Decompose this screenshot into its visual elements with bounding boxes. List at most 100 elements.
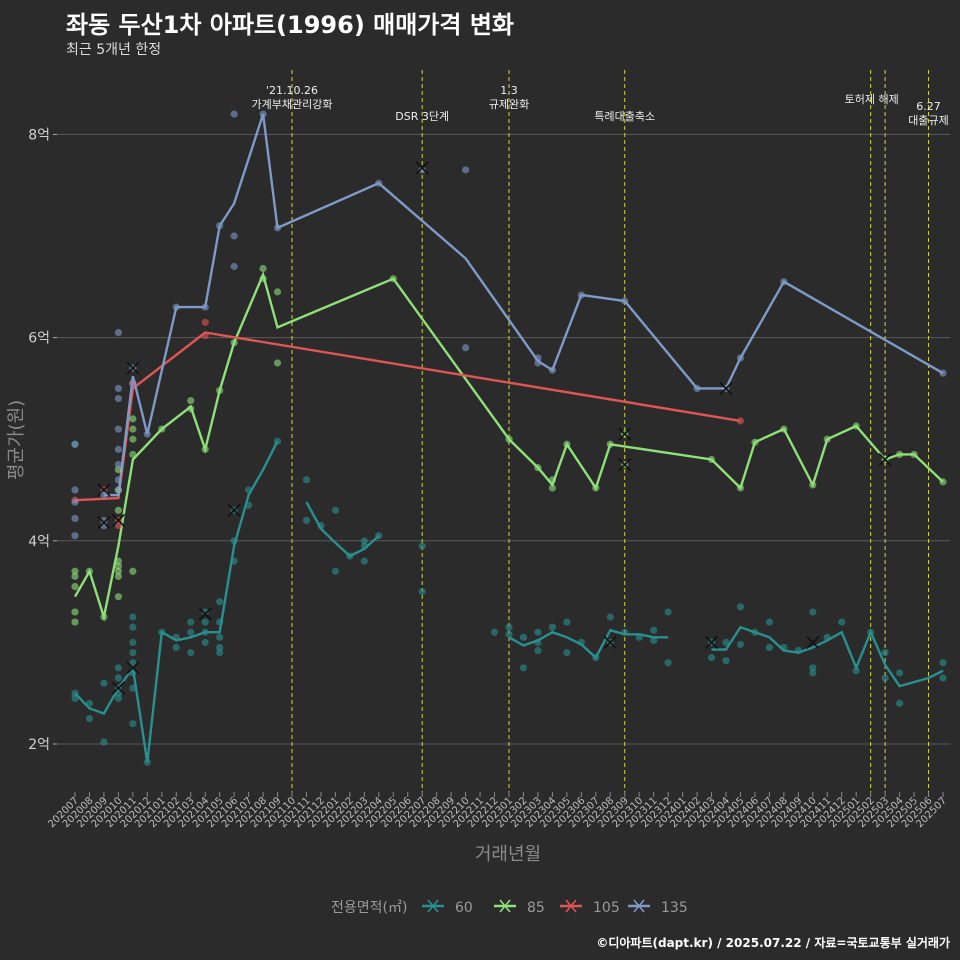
event-label: 토허제 해제 (845, 92, 899, 106)
marked-point-85 (618, 427, 632, 441)
data-point-60 (302, 516, 311, 525)
data-point-60 (187, 618, 195, 626)
data-point-60 (563, 648, 571, 657)
data-point-60 (896, 699, 904, 707)
legend-marker-105 (565, 899, 577, 913)
data-point-60 (418, 542, 426, 550)
data-point-85 (158, 425, 166, 433)
data-point-60 (100, 679, 108, 687)
data-point-60 (129, 648, 137, 657)
data-point-85 (606, 440, 614, 448)
data-point-60 (707, 654, 716, 662)
data-point-60 (534, 646, 542, 655)
data-point-135 (71, 486, 79, 494)
data-point-60 (621, 628, 629, 636)
data-point-60 (129, 638, 137, 647)
data-point-85 (114, 466, 122, 474)
y-axis-label: 평균가(원) (6, 400, 27, 480)
data-point-60 (809, 669, 817, 677)
data-point-60 (331, 567, 339, 575)
data-point-135 (780, 278, 788, 286)
data-point-60 (201, 638, 209, 647)
event-label: 6.27 (916, 100, 941, 113)
data-point-60 (85, 715, 94, 723)
data-point-60 (317, 521, 325, 530)
series-line-85 (73, 270, 944, 622)
data-point-135 (114, 328, 122, 337)
data-point-60 (360, 542, 368, 550)
series-points (71, 110, 947, 766)
data-point-85 (114, 506, 122, 514)
data-point-60 (375, 532, 383, 540)
data-point-60 (939, 659, 947, 667)
data-point-60 (722, 638, 730, 647)
data-point-60 (216, 618, 224, 626)
data-point-105 (114, 521, 122, 530)
legend-label-105: 105 (593, 900, 620, 916)
event-label: 특례대출축소 (594, 110, 655, 123)
data-point-60 (650, 636, 658, 644)
data-point-85 (114, 562, 122, 570)
data-point-135 (259, 110, 267, 118)
data-point-60 (823, 633, 831, 641)
marked-point-60 (704, 635, 719, 649)
marked-point-135 (719, 381, 733, 395)
data-point-60 (852, 667, 860, 675)
marked-point-60 (227, 503, 241, 517)
data-point-60 (939, 674, 947, 682)
data-point-60 (129, 720, 137, 728)
data-point-135 (230, 110, 238, 118)
data-point-60 (158, 628, 166, 636)
marked-point-60 (806, 635, 820, 649)
data-point-85 (736, 484, 745, 492)
data-point-85 (910, 450, 918, 459)
data-point-60 (331, 506, 339, 514)
data-point-60 (114, 664, 122, 672)
data-point-60 (780, 643, 788, 652)
data-point-60 (187, 628, 195, 636)
data-point-135 (534, 359, 542, 367)
data-point-135 (216, 222, 224, 230)
data-point-85 (273, 288, 282, 296)
data-point-85 (114, 557, 122, 565)
data-point-60 (736, 640, 745, 649)
data-point-85 (273, 359, 282, 367)
data-point-60 (765, 643, 774, 652)
data-point-60 (71, 689, 79, 697)
data-point-60 (606, 613, 614, 621)
legend-marker-135 (633, 899, 645, 913)
data-point-85 (216, 386, 224, 395)
data-point-60 (418, 588, 426, 596)
data-point-85 (114, 567, 122, 575)
y-tick-label: 4억 (28, 534, 50, 550)
series-line-60 (711, 625, 944, 688)
chart-title: 좌동 두산1차 아파트(1996) 매매가격 변화 (66, 11, 514, 39)
data-point-85 (548, 476, 557, 484)
data-point-60 (114, 689, 122, 697)
data-point-85 (100, 613, 108, 621)
marked-point-85 (618, 458, 632, 472)
legend: 전용면적(㎡) 60 85 105 135 (331, 899, 688, 916)
data-point-60 (172, 643, 180, 652)
data-point-85 (534, 464, 542, 472)
data-point-60 (273, 437, 282, 445)
data-point-135 (71, 440, 79, 448)
data-point-85 (939, 478, 947, 486)
data-point-60 (519, 664, 528, 672)
data-point-85 (71, 608, 79, 616)
data-point-135 (71, 514, 79, 523)
data-point-60 (650, 626, 658, 634)
data-point-60 (143, 758, 151, 766)
data-point-85 (71, 618, 79, 626)
data-point-135 (462, 344, 470, 352)
data-point-60 (114, 674, 122, 682)
data-point-60 (172, 633, 180, 641)
data-point-85 (187, 405, 195, 413)
data-point-60 (85, 699, 94, 707)
data-point-60 (809, 608, 817, 616)
data-point-135 (939, 369, 947, 377)
data-point-85 (563, 440, 571, 448)
data-point-135 (577, 291, 585, 299)
data-point-85 (201, 445, 209, 453)
data-point-60 (216, 633, 224, 641)
